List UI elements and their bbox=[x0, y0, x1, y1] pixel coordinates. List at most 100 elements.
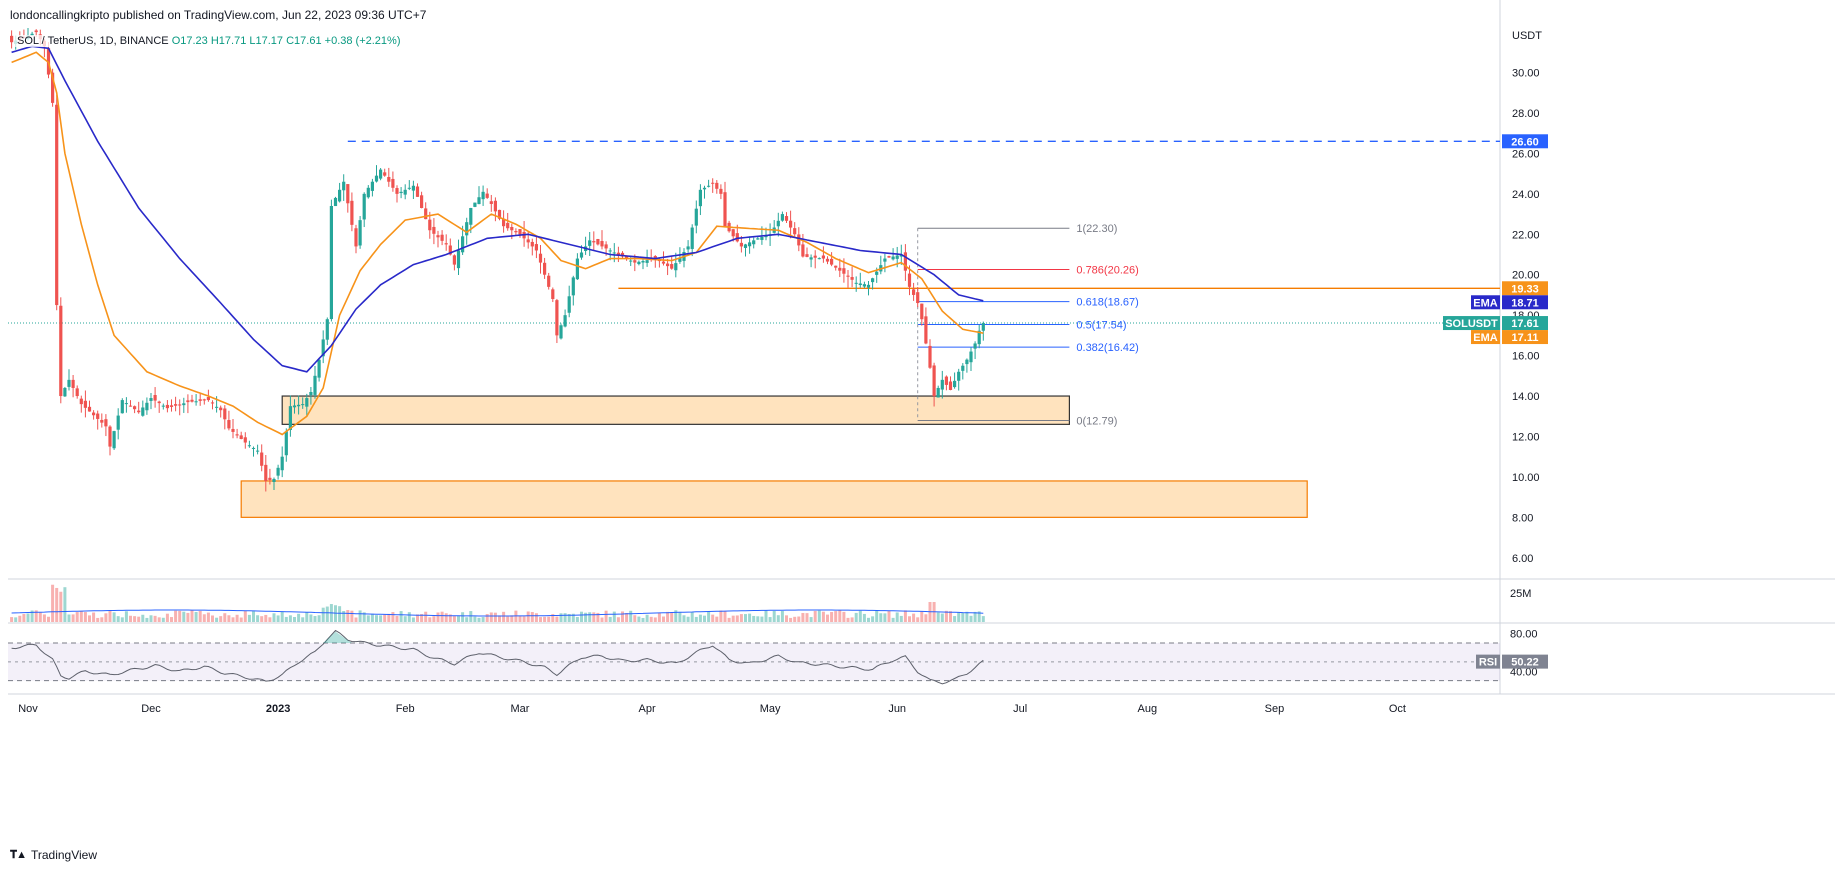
price-axis-tick: 12.00 bbox=[1512, 431, 1540, 443]
candle-body bbox=[362, 193, 366, 220]
volume-bar bbox=[797, 616, 801, 622]
badge-name: SOLUSDT bbox=[1445, 318, 1498, 330]
rsi-overbought-fill bbox=[323, 631, 352, 643]
volume-bar bbox=[887, 610, 891, 622]
volume-bar bbox=[944, 610, 948, 622]
volume-bar bbox=[424, 611, 428, 622]
candle-body bbox=[301, 404, 305, 406]
candle-body bbox=[534, 244, 538, 251]
candle-body bbox=[227, 420, 231, 429]
legend-close: C17.61 bbox=[286, 35, 322, 47]
volume-bar bbox=[727, 617, 731, 622]
volume-bar bbox=[42, 614, 46, 622]
candle-body bbox=[399, 191, 403, 194]
volume-bar bbox=[444, 613, 448, 622]
volume-bar bbox=[571, 613, 575, 622]
volume-bar bbox=[969, 615, 973, 622]
candle-body bbox=[251, 447, 256, 449]
volume-bar bbox=[551, 614, 555, 622]
volume-bar bbox=[752, 615, 756, 622]
volume-bar bbox=[506, 616, 510, 622]
volume-bar bbox=[826, 614, 829, 622]
candle-body bbox=[432, 226, 436, 234]
candle-body bbox=[92, 412, 96, 416]
volume-bar bbox=[395, 615, 399, 622]
candle-body bbox=[120, 400, 124, 414]
candle-body bbox=[374, 175, 379, 182]
volume-bar bbox=[973, 611, 977, 622]
volume-bar bbox=[149, 615, 153, 622]
volume-bar bbox=[690, 612, 694, 622]
fib-label-0: 0(12.79) bbox=[1076, 416, 1117, 428]
volume-bar bbox=[387, 613, 391, 622]
volume-bar bbox=[194, 611, 198, 622]
candle-body bbox=[907, 273, 912, 287]
volume-bar bbox=[104, 613, 108, 622]
candle-body bbox=[346, 184, 350, 204]
candle-body bbox=[670, 264, 674, 269]
price-badges: 26.60 19.33 18.71 EMA 17.61 SOLUSDT 17.11 EMA 50… bbox=[1443, 134, 1548, 669]
volume-bar bbox=[297, 613, 301, 622]
volume-bar bbox=[666, 611, 670, 622]
candle-body bbox=[493, 200, 497, 212]
volume-bar bbox=[100, 617, 104, 622]
volume-ma-line bbox=[11, 609, 984, 617]
candle-body bbox=[309, 391, 313, 396]
candle-body bbox=[256, 450, 260, 452]
volume-bar bbox=[133, 616, 137, 622]
tradingview-brand[interactable]: 𝐓▲ TradingView bbox=[10, 848, 97, 862]
price-badge-value: 26.60 bbox=[1511, 136, 1539, 148]
volume-bar bbox=[698, 614, 702, 622]
candle-body bbox=[383, 172, 387, 176]
volume-bar bbox=[899, 615, 903, 622]
volume-bar bbox=[239, 617, 243, 622]
time-axis-tick: Sep bbox=[1265, 703, 1285, 715]
volume-bar bbox=[686, 616, 690, 622]
volume-bar bbox=[641, 617, 645, 622]
volume-bar bbox=[846, 617, 850, 622]
candle-body bbox=[264, 464, 268, 481]
volume-bar bbox=[432, 616, 436, 622]
candle-body bbox=[600, 241, 604, 247]
candle-body bbox=[497, 209, 502, 219]
legend-symbol[interactable]: SOL / TetherUS, 1D, BINANCE bbox=[17, 35, 169, 47]
volume-bar bbox=[493, 612, 497, 622]
demand-zone-upper bbox=[281, 395, 1071, 425]
candle-body bbox=[981, 323, 985, 331]
candle-body bbox=[764, 235, 768, 238]
candle-body bbox=[55, 104, 59, 306]
candle-body bbox=[354, 228, 358, 247]
demand-zone-lower bbox=[240, 480, 1308, 518]
candle-body bbox=[333, 197, 338, 207]
candle-body bbox=[608, 250, 612, 252]
legend-low: L17.17 bbox=[249, 35, 284, 47]
volume-bar bbox=[920, 611, 924, 622]
candle-body bbox=[752, 240, 756, 245]
volume-bar bbox=[739, 614, 743, 622]
candle-body bbox=[805, 254, 809, 257]
candle-body bbox=[506, 222, 510, 229]
volume-bar bbox=[871, 616, 875, 622]
price-axis-tick: 10.00 bbox=[1512, 472, 1540, 484]
candle-body bbox=[182, 403, 186, 406]
volume-bar bbox=[170, 617, 173, 622]
candle-body bbox=[420, 195, 424, 209]
candle-body bbox=[358, 220, 362, 246]
volume-bar bbox=[830, 611, 834, 622]
candle-body bbox=[846, 275, 850, 277]
volume-bar bbox=[63, 587, 67, 622]
candle-body bbox=[387, 176, 391, 182]
volume-bar bbox=[83, 612, 87, 622]
volume-bar bbox=[526, 611, 530, 622]
volume-bar bbox=[715, 616, 719, 622]
volume-bar bbox=[137, 616, 141, 622]
candle-body bbox=[202, 399, 206, 401]
volume-bar bbox=[596, 612, 600, 622]
volume-bar bbox=[186, 612, 190, 622]
volume-bar bbox=[543, 616, 547, 622]
candle-body bbox=[719, 188, 723, 194]
candle-body bbox=[932, 365, 936, 397]
volume-bar bbox=[10, 617, 14, 622]
